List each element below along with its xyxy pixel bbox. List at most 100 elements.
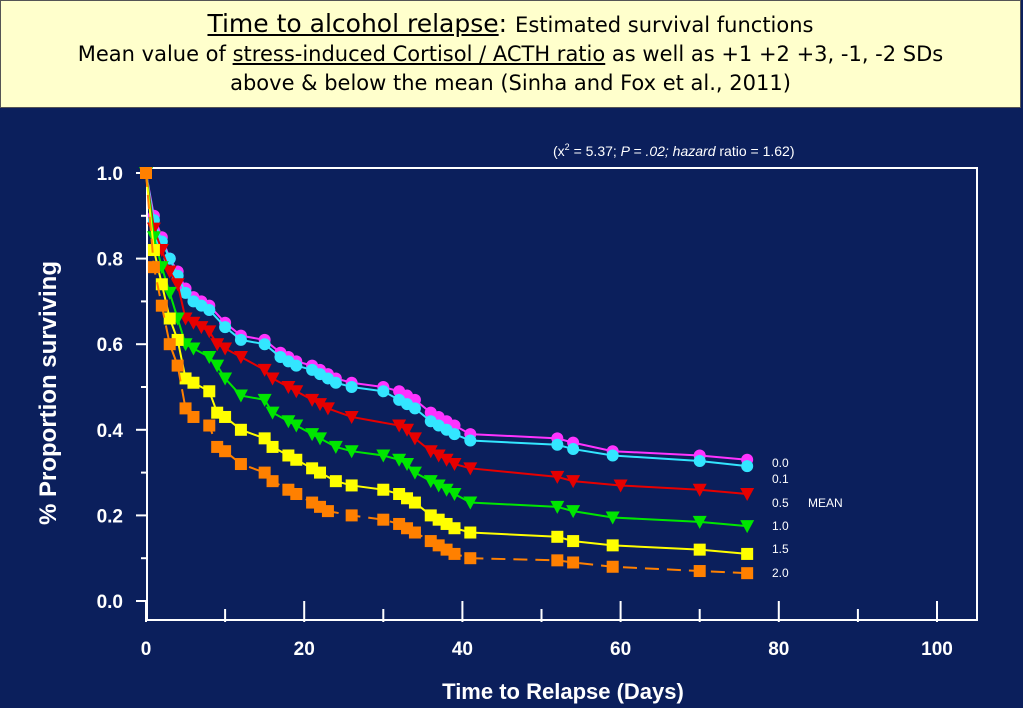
data-point <box>155 299 168 312</box>
data-point <box>314 466 327 479</box>
data-point <box>314 500 327 513</box>
data-point <box>741 460 754 473</box>
series-0.5 <box>139 167 755 501</box>
data-point <box>448 428 461 441</box>
data-point <box>170 278 185 292</box>
data-point <box>345 479 358 492</box>
data-point <box>329 475 342 488</box>
data-point <box>566 475 581 489</box>
series-line <box>145 172 748 528</box>
line2-suffix: as well as +1 +2 +3, -1, -2 SDs <box>605 42 944 66</box>
legend-label-1.0: 1.0 <box>772 519 789 533</box>
title-main: Time to alcohol relapse <box>207 9 499 38</box>
y-tick-label: 1.0 <box>97 164 123 185</box>
data-point <box>146 231 161 245</box>
y-tick-label: 0.8 <box>97 250 123 271</box>
data-point <box>392 419 407 433</box>
data-point <box>313 398 328 412</box>
title-box: Time to alcohol relapse: Estimated survi… <box>0 0 1021 108</box>
data-point <box>194 321 209 335</box>
data-point <box>305 428 320 442</box>
data-point <box>140 167 152 179</box>
data-point <box>321 505 334 518</box>
legend-label-2.0: 2.0 <box>772 566 789 580</box>
x-tick-label: 100 <box>921 639 953 660</box>
data-point <box>377 385 390 398</box>
data-point <box>447 488 462 501</box>
y-tick-label: 0.2 <box>97 506 123 527</box>
data-point <box>550 500 565 514</box>
legend-label-0.5: 0.5 <box>772 496 789 510</box>
data-point <box>345 509 358 522</box>
data-point <box>281 415 296 429</box>
plot-frame <box>146 167 978 621</box>
data-point <box>186 316 201 330</box>
x-tick-label: 40 <box>452 639 473 660</box>
data-point <box>566 505 581 519</box>
data-point <box>187 376 200 389</box>
data-point <box>219 321 232 334</box>
data-point <box>305 393 320 407</box>
data-point <box>400 458 415 472</box>
data-point <box>171 359 184 372</box>
data-point <box>407 466 422 480</box>
legend-label-0.0: 0.0 <box>772 456 789 470</box>
data-point <box>219 410 232 423</box>
data-point <box>464 434 477 447</box>
data-point <box>693 543 706 556</box>
legend-label-1.5: 1.5 <box>772 542 789 556</box>
data-point <box>210 359 225 373</box>
y-axis-title: % Proportion surviving <box>35 261 62 525</box>
data-point <box>606 560 619 573</box>
axes: 0 20 40 60 80 100 0.0 0.2 0.4 0.6 0.8 1.0 <box>97 164 953 660</box>
y-tick-label: 0.6 <box>97 335 123 356</box>
data-point <box>605 511 620 525</box>
title-line-2: Mean value of stress-induced Cortisol / … <box>1 40 1020 69</box>
data-point <box>203 385 216 398</box>
x-tick-label: 60 <box>610 639 631 660</box>
data-point <box>289 385 304 399</box>
series-layer <box>139 167 755 580</box>
data-point <box>266 440 279 453</box>
data-point <box>218 372 233 386</box>
data-point <box>464 526 477 539</box>
series-line <box>145 172 748 555</box>
title-line-3: above & below the mean (Sinha and Fox et… <box>230 71 791 95</box>
data-point <box>179 286 192 299</box>
data-point <box>266 475 279 488</box>
data-point <box>447 458 462 472</box>
data-point <box>377 513 390 526</box>
series-1.0 <box>139 167 755 534</box>
data-point <box>344 445 359 459</box>
data-point <box>550 470 565 484</box>
data-point <box>313 432 328 446</box>
x-tick-label: 0 <box>141 639 152 660</box>
x-axis-title: Time to Relapse (Days) <box>442 679 684 704</box>
legend-layer: 0.0 0.1 0.5 1.0 1.5 2.0 MEAN <box>772 456 843 580</box>
data-point <box>464 552 477 565</box>
data-point <box>693 455 706 468</box>
series-0.0 <box>140 167 754 466</box>
data-point <box>423 445 438 459</box>
data-point <box>202 351 217 365</box>
data-point <box>423 475 438 489</box>
data-point <box>163 338 176 351</box>
series-2.0 <box>140 167 754 580</box>
data-point <box>233 351 248 365</box>
data-point <box>448 522 461 535</box>
data-point <box>290 359 303 372</box>
title-line-1: Time to alcohol relapse: Estimated survi… <box>1 9 1020 40</box>
data-point <box>448 547 461 560</box>
data-point <box>400 423 415 437</box>
data-point <box>741 567 754 580</box>
y-tick-label: 0.4 <box>97 421 124 442</box>
data-point <box>265 406 280 420</box>
series-0.1 <box>140 167 754 473</box>
data-point <box>186 342 201 356</box>
data-point <box>345 381 358 393</box>
legend-label-0.1: 0.1 <box>772 472 789 486</box>
data-point <box>376 449 391 463</box>
title-subtitle: Estimated survival functions <box>515 13 814 37</box>
series-1.5 <box>140 167 754 560</box>
